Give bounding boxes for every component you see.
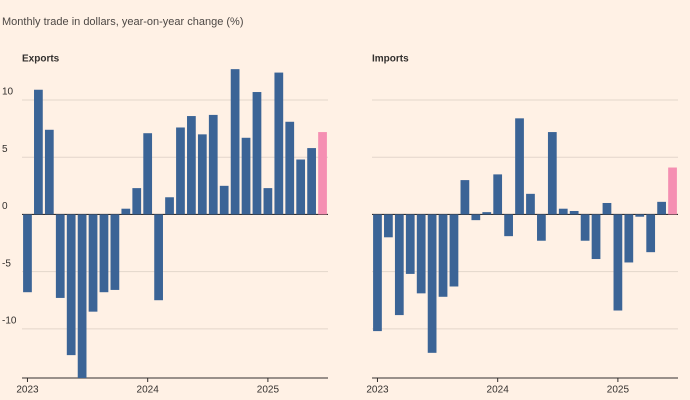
bar — [263, 188, 273, 215]
bar — [460, 180, 470, 215]
bar — [285, 121, 295, 215]
bar — [613, 214, 623, 311]
bar — [34, 89, 43, 215]
bar — [602, 202, 612, 215]
chart-title: Imports — [372, 54, 409, 65]
bar — [493, 174, 503, 215]
bar — [471, 214, 481, 221]
bar — [296, 159, 306, 215]
bar — [187, 116, 196, 215]
bar — [176, 127, 185, 215]
bar — [384, 214, 393, 238]
bar — [154, 214, 163, 301]
bar — [373, 214, 382, 332]
bar — [558, 208, 568, 215]
bar — [580, 214, 590, 241]
bar — [515, 118, 524, 215]
y-tick-label: -5 — [2, 258, 11, 269]
y-tick-label: 0 — [2, 201, 8, 212]
bar — [318, 132, 327, 215]
bar — [230, 69, 240, 215]
bar — [482, 212, 492, 215]
x-tick-label: 2023 — [16, 385, 39, 396]
bar — [44, 129, 54, 215]
bar — [55, 214, 65, 298]
bar — [526, 193, 535, 215]
bar — [405, 214, 415, 274]
x-tick-label: 2025 — [257, 385, 280, 396]
bar — [110, 214, 120, 290]
bar — [504, 214, 513, 237]
x-tick-label: 2025 — [607, 385, 630, 396]
bar — [416, 214, 426, 294]
bar — [591, 214, 601, 260]
bar — [635, 214, 645, 217]
y-tick-label: 10 — [2, 87, 14, 98]
bar — [66, 214, 76, 356]
x-tick-label: 2024 — [137, 385, 160, 396]
bar — [241, 137, 251, 215]
bar — [219, 185, 229, 215]
chart-title: Exports — [22, 54, 60, 65]
bar — [646, 214, 656, 253]
bar — [438, 214, 448, 297]
x-tick-label: 2023 — [366, 385, 389, 396]
bar — [252, 92, 262, 215]
bar — [121, 208, 131, 215]
bar — [307, 148, 316, 215]
bar — [88, 214, 98, 312]
bar — [449, 214, 459, 287]
bar — [197, 134, 207, 215]
bar — [143, 133, 153, 215]
y-tick-label: 5 — [2, 144, 8, 155]
bar — [165, 197, 174, 215]
x-tick-label: 2024 — [487, 385, 510, 396]
bar — [569, 210, 579, 215]
bar — [99, 214, 109, 293]
bar — [427, 214, 437, 353]
bar — [274, 72, 284, 215]
bar — [132, 188, 142, 215]
bar — [23, 214, 32, 293]
y-tick-label: -10 — [2, 315, 17, 326]
bar — [657, 201, 666, 215]
bar — [208, 114, 218, 215]
bar — [547, 132, 557, 215]
bar — [668, 167, 677, 215]
bar — [537, 214, 546, 241]
bar — [624, 214, 634, 263]
subtitle: Monthly trade in dollars, year-on-year c… — [2, 16, 244, 28]
bar — [77, 214, 87, 378]
bar — [394, 214, 404, 316]
